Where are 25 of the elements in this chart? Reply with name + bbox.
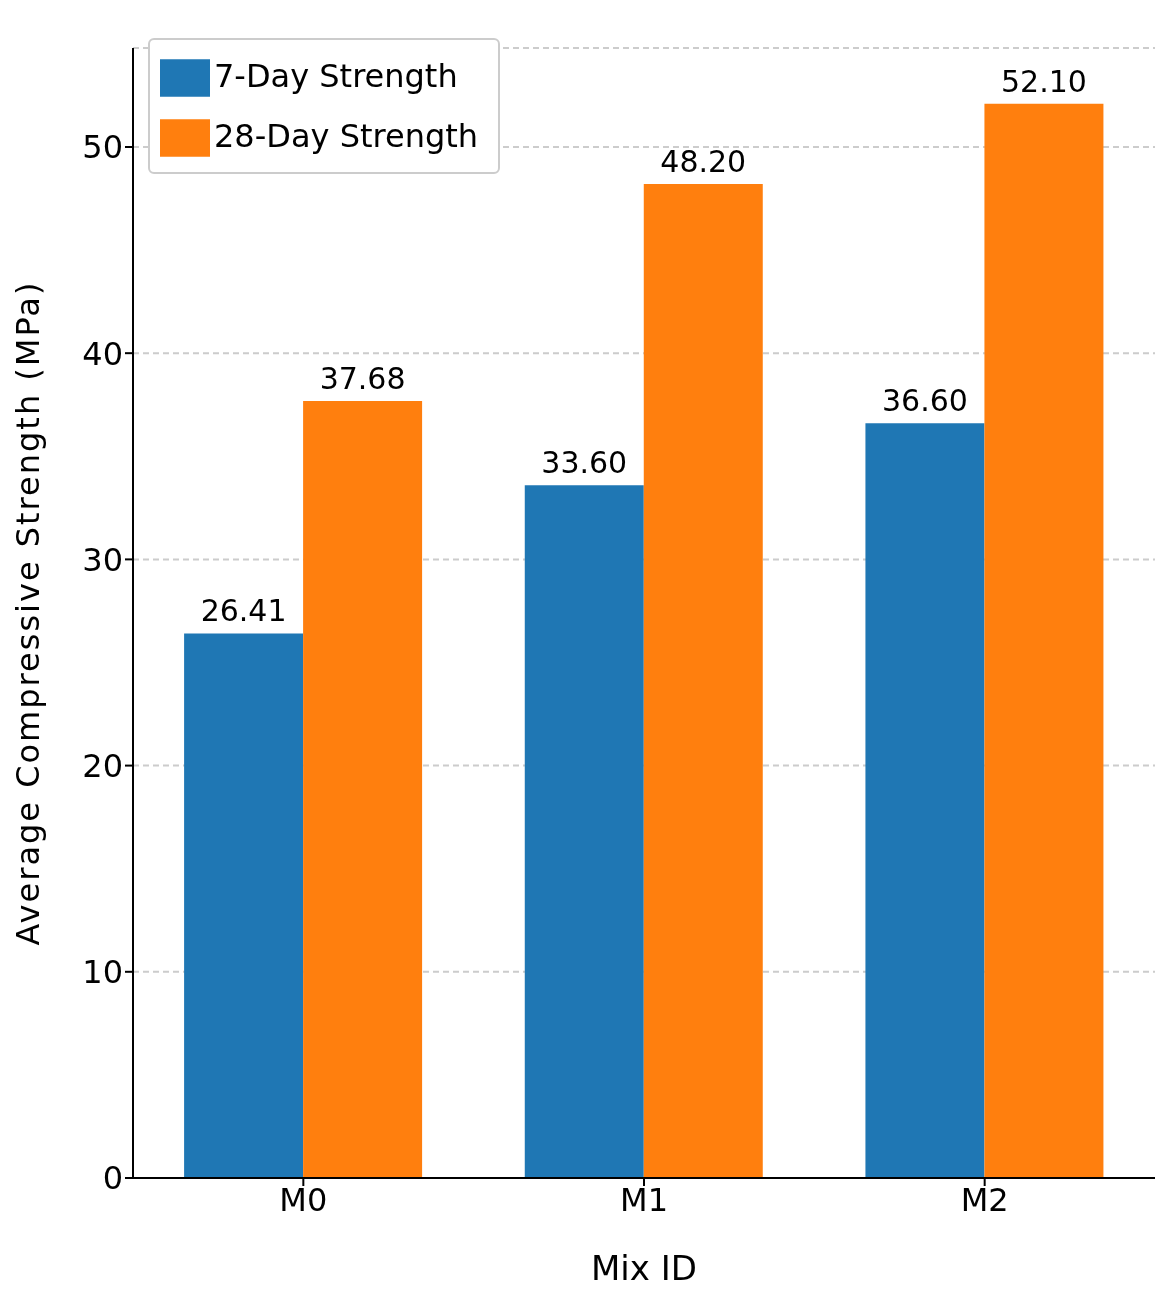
data-label: 37.68 xyxy=(319,361,406,397)
legend-label: 28-Day Strength xyxy=(214,117,479,155)
x-tick-label: M0 xyxy=(279,1180,328,1219)
data-label: 48.20 xyxy=(660,144,747,180)
bar xyxy=(643,184,763,1178)
y-tick-label: 30 xyxy=(82,540,123,579)
x-tick-label: M1 xyxy=(620,1180,668,1219)
y-tick-label: 20 xyxy=(82,746,123,785)
y-axis-title: Average Compressive Strength (MPa) xyxy=(9,280,48,946)
data-label: 36.60 xyxy=(881,383,968,419)
data-label: 52.10 xyxy=(1000,63,1087,99)
y-tick-label: 40 xyxy=(82,334,123,373)
x-tick-label: M2 xyxy=(960,1180,1009,1219)
bar xyxy=(984,103,1104,1178)
data-label: 33.60 xyxy=(541,445,628,481)
bar xyxy=(865,423,985,1178)
x-axis-title: Mix ID xyxy=(591,1248,697,1288)
bar xyxy=(524,485,644,1178)
data-label: 26.41 xyxy=(200,593,287,629)
legend-label: 7-Day Strength xyxy=(214,57,458,95)
y-tick-label: 0 xyxy=(102,1159,123,1198)
bar xyxy=(184,633,304,1178)
bar xyxy=(303,401,423,1178)
y-tick-label: 50 xyxy=(82,128,123,167)
y-tick-label: 10 xyxy=(82,953,123,992)
